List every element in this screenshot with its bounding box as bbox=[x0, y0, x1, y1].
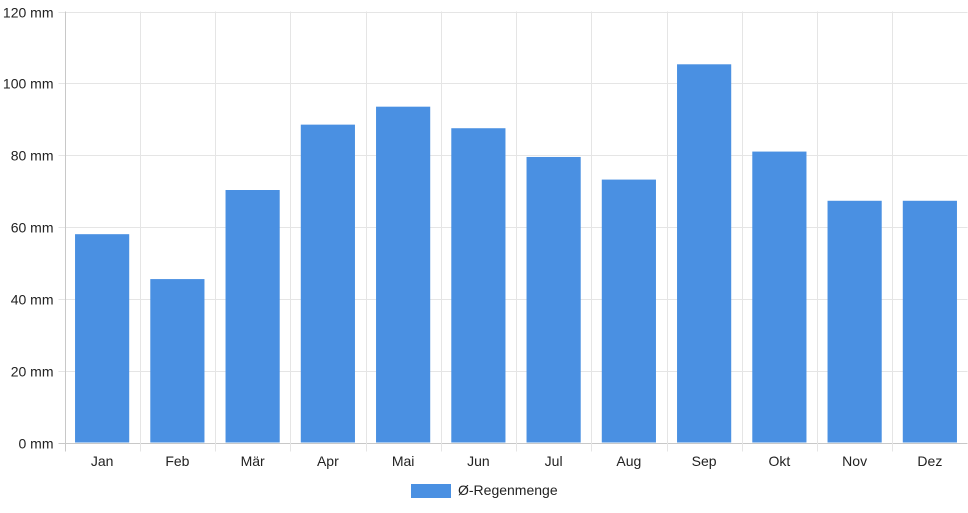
y-tick-label: 20 mm bbox=[11, 364, 54, 380]
bar-feb[interactable] bbox=[150, 279, 204, 442]
x-tick-label: Sep bbox=[692, 453, 717, 469]
bar-sep[interactable] bbox=[677, 64, 731, 442]
x-tick-label: Okt bbox=[768, 453, 790, 469]
x-tick-label: Jun bbox=[467, 453, 490, 469]
x-tick-label: Nov bbox=[842, 453, 867, 469]
x-tick-label: Mai bbox=[392, 453, 415, 469]
y-tick-label: 40 mm bbox=[11, 292, 54, 308]
x-tick-label: Jan bbox=[91, 453, 114, 469]
y-tick-label: 80 mm bbox=[11, 148, 54, 164]
bar-aug[interactable] bbox=[602, 180, 656, 443]
y-tick-label: 0 mm bbox=[19, 436, 54, 452]
bar-jul[interactable] bbox=[527, 157, 581, 443]
x-tick-label: Mär bbox=[241, 453, 265, 469]
bar-jun[interactable] bbox=[451, 128, 505, 442]
y-tick-label: 100 mm bbox=[3, 76, 54, 92]
bar-jan[interactable] bbox=[75, 234, 129, 442]
bar-mai[interactable] bbox=[376, 107, 430, 443]
bar-mär[interactable] bbox=[226, 190, 280, 442]
legend-label[interactable]: Ø-Regenmenge bbox=[458, 482, 558, 498]
x-tick-label: Feb bbox=[165, 453, 189, 469]
bar-nov[interactable] bbox=[828, 201, 882, 443]
x-tick-label: Aug bbox=[616, 453, 641, 469]
x-tick-label: Jul bbox=[545, 453, 563, 469]
bar-okt[interactable] bbox=[752, 152, 806, 443]
x-tick-label: Apr bbox=[317, 453, 339, 469]
legend-swatch[interactable] bbox=[411, 484, 451, 498]
x-tick-label: Dez bbox=[917, 453, 942, 469]
y-tick-label: 120 mm bbox=[3, 5, 54, 21]
bar-apr[interactable] bbox=[301, 125, 355, 443]
y-tick-label: 60 mm bbox=[11, 220, 54, 236]
bar-dez[interactable] bbox=[903, 201, 957, 443]
legend[interactable]: Ø-Regenmenge bbox=[411, 482, 558, 498]
